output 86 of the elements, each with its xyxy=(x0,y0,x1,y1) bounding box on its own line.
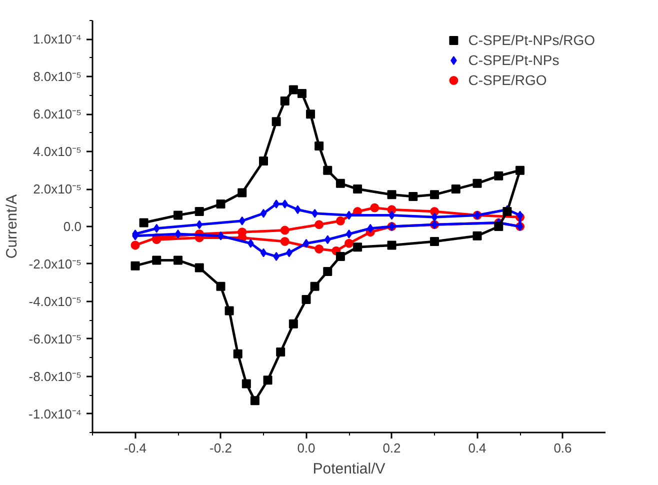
y-tick-label: 1.0x10⁻⁴ xyxy=(32,32,82,47)
point xyxy=(516,166,524,175)
y-tick-label: -8.0x10⁻⁵ xyxy=(28,368,82,384)
point xyxy=(130,261,140,270)
point xyxy=(194,207,204,216)
point xyxy=(263,376,272,385)
point xyxy=(280,96,290,106)
point xyxy=(306,110,316,119)
x-tick-label: 0.2 xyxy=(382,440,401,456)
y-tick-label: -4.0x10⁻⁵ xyxy=(28,294,82,309)
point xyxy=(353,184,362,194)
point xyxy=(370,203,380,212)
point xyxy=(387,190,396,200)
point xyxy=(494,222,504,231)
point xyxy=(494,171,504,180)
point xyxy=(139,218,148,228)
point xyxy=(196,220,203,230)
point xyxy=(238,216,246,226)
y-tick-label: -6.0x10⁻⁵ xyxy=(28,331,82,346)
point xyxy=(336,178,345,188)
y-tick-label: 6.0x10⁻⁵ xyxy=(33,106,82,122)
point xyxy=(344,238,354,248)
point xyxy=(336,252,345,261)
point xyxy=(280,226,290,235)
point xyxy=(250,396,260,406)
point xyxy=(324,235,331,244)
x-tick-label: -0.2 xyxy=(210,440,232,456)
point xyxy=(286,248,292,258)
y-tick-label: -1.0x10⁻⁴ xyxy=(28,406,82,422)
point xyxy=(310,282,320,291)
point xyxy=(260,208,267,218)
point xyxy=(174,210,182,220)
point xyxy=(430,190,439,200)
point xyxy=(280,236,290,246)
legend-label: C-SPE/RGO xyxy=(468,72,547,88)
point xyxy=(323,266,332,276)
x-tick-label: 0.6 xyxy=(554,440,572,456)
point xyxy=(174,256,182,265)
point xyxy=(260,248,267,258)
point xyxy=(472,231,482,240)
point xyxy=(431,212,438,222)
point xyxy=(451,184,460,194)
y-tick-label: 2.0x10⁻⁵ xyxy=(33,182,82,197)
point xyxy=(174,229,182,238)
point xyxy=(387,240,396,250)
point xyxy=(314,141,324,150)
x-tick-label: 0.4 xyxy=(468,440,486,456)
point xyxy=(336,216,345,226)
point xyxy=(233,349,242,358)
point xyxy=(367,224,374,233)
point xyxy=(259,156,268,166)
legend-label: C-SPE/Pt-NPs/RGO xyxy=(468,32,595,48)
point xyxy=(302,295,311,304)
x-tick-label: -0.4 xyxy=(124,440,146,456)
point xyxy=(194,263,204,272)
point xyxy=(288,85,298,94)
y-tick-label: 8.0x10⁻⁵ xyxy=(33,69,82,84)
point xyxy=(216,282,226,291)
point xyxy=(346,210,352,220)
point xyxy=(242,379,251,388)
point xyxy=(238,188,247,198)
x-axis-title: Potential/V xyxy=(312,460,386,478)
y-tick-label: -2.0x10⁻⁵ xyxy=(28,256,82,272)
legend-label: C-SPE/Pt-NPs xyxy=(468,52,560,68)
point xyxy=(276,347,286,356)
point xyxy=(297,89,306,98)
y-axis-title: Current/A xyxy=(4,194,21,259)
point xyxy=(314,220,324,230)
point xyxy=(346,229,352,238)
point xyxy=(272,117,281,126)
point xyxy=(353,242,362,252)
point xyxy=(408,192,418,202)
point xyxy=(430,236,439,246)
point xyxy=(153,224,160,233)
point xyxy=(323,166,332,175)
point xyxy=(216,200,226,209)
x-tick-label: 0.0 xyxy=(297,440,316,456)
point xyxy=(224,306,234,316)
y-tick-label: 0.0 xyxy=(63,219,82,234)
point xyxy=(472,178,482,188)
point xyxy=(130,240,140,250)
point xyxy=(288,319,298,328)
y-tick-label: 4.0x10⁻⁵ xyxy=(33,144,82,160)
point xyxy=(152,256,162,265)
point xyxy=(314,244,324,254)
point xyxy=(282,200,288,209)
